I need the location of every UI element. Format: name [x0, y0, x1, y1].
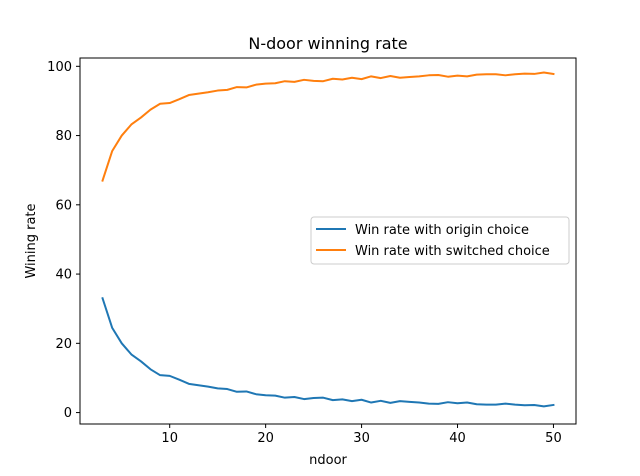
x-axis: 10 20 30 40 50 [161, 424, 562, 446]
y-tick-label: 0 [64, 406, 72, 421]
y-tick-label: 20 [55, 337, 72, 352]
y-tick-label: 80 [55, 129, 72, 144]
x-tick-label: 40 [449, 431, 466, 446]
legend-label-1: Win rate with origin choice [355, 223, 529, 238]
y-tick-label: 60 [55, 198, 72, 213]
chart-title: N-door winning rate [248, 34, 407, 53]
y-tick-label: 40 [55, 268, 72, 283]
x-tick-label: 20 [257, 431, 274, 446]
y-axis: 0 20 40 60 80 100 [47, 60, 80, 421]
legend-label-2: Win rate with switched choice [355, 244, 550, 259]
axes-frame [79, 57, 577, 425]
x-tick-label: 50 [545, 431, 562, 446]
x-tick-label: 10 [161, 431, 178, 446]
series-line-1 [101, 297, 555, 408]
x-tick-label: 30 [353, 431, 370, 446]
legend-box [310, 216, 570, 265]
series-line-2 [101, 71, 555, 182]
plot-area [79, 57, 577, 425]
x-axis-label: ndoor [309, 453, 347, 468]
legend: Win rate with origin choice Win rate with… [310, 216, 570, 265]
y-axis-label: Wining rate [24, 203, 39, 278]
y-tick-label: 100 [47, 60, 72, 75]
